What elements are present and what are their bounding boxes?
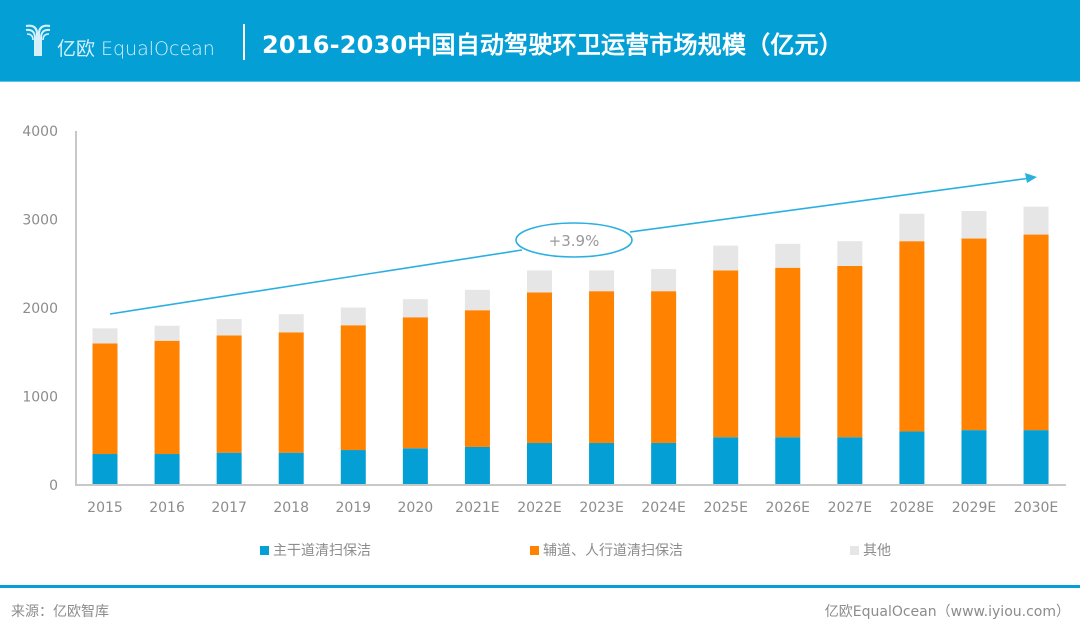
legend-swatch-other bbox=[850, 545, 859, 555]
bar-segment-other bbox=[402, 299, 428, 318]
bar-segment-main-road bbox=[278, 452, 304, 485]
bar-segment-other bbox=[899, 213, 925, 242]
x-tick-label: 2022E bbox=[517, 500, 561, 516]
x-axis: 2015 2016 2017 2018 2019 2020 2021E 2022E 2023E 2… bbox=[75, 484, 1066, 516]
bar-segment-aux-road bbox=[278, 332, 304, 453]
x-tick-label: 2017 bbox=[211, 500, 247, 516]
x-tick-label: 2019 bbox=[335, 500, 371, 516]
bar-segment-other bbox=[1023, 206, 1049, 235]
trend-annotation: +3.9% bbox=[109, 173, 1037, 315]
legend-item-other: 其他 bbox=[850, 540, 891, 560]
bar-segment-aux-road bbox=[216, 335, 242, 453]
y-tick-label: 4000 bbox=[22, 124, 58, 140]
legend-swatch-aux-road bbox=[530, 545, 539, 555]
bar-segment-other bbox=[154, 325, 180, 341]
bar-segment-aux-road bbox=[464, 310, 490, 447]
bar-segment-main-road bbox=[713, 437, 739, 485]
bar-segment-other bbox=[589, 270, 615, 292]
x-tick-label: 2016 bbox=[149, 500, 185, 516]
bar-segment-other bbox=[340, 307, 366, 326]
source-note: 来源：亿欧智库 bbox=[11, 604, 109, 620]
x-tick-label: 2026E bbox=[766, 500, 810, 516]
bar-segment-main-road bbox=[775, 437, 801, 485]
bar-segment-main-road bbox=[526, 442, 552, 485]
arrowhead-icon bbox=[1025, 173, 1037, 183]
legend-label: 其他 bbox=[863, 543, 891, 559]
header-divider bbox=[243, 24, 245, 60]
bar-segment-main-road bbox=[402, 448, 428, 485]
bar-segment-aux-road bbox=[402, 317, 428, 449]
trend-line bbox=[629, 177, 1028, 233]
bar-segment-main-road bbox=[651, 442, 677, 485]
x-tick-label: 2021E bbox=[455, 500, 499, 516]
bar-segment-aux-road bbox=[899, 241, 925, 432]
bar-segment-other bbox=[92, 328, 118, 344]
bar-segment-other bbox=[961, 211, 987, 239]
y-tick-label: 2000 bbox=[22, 301, 58, 317]
y-tick-label: 1000 bbox=[22, 390, 58, 406]
legend-item-aux-road: 辅道、人行道清扫保洁 bbox=[530, 540, 683, 560]
x-tick-label: 2028E bbox=[890, 500, 934, 516]
bar-segment-main-road bbox=[589, 442, 615, 485]
bar-segment-aux-road bbox=[526, 292, 552, 443]
header-banner: 亿欧 EqualOcean 2016-2030中国自动驾驶环卫运营市场规模（亿元… bbox=[0, 0, 1080, 82]
bar-segment-aux-road bbox=[154, 340, 180, 455]
legend-item-main-road: 主干道清扫保洁 bbox=[260, 540, 371, 560]
bar-segment-aux-road bbox=[651, 291, 677, 443]
y-tick-label: 3000 bbox=[22, 213, 58, 229]
bar-segment-main-road bbox=[464, 446, 490, 485]
growth-rate-bubble bbox=[515, 222, 633, 258]
bar-segment-other bbox=[216, 319, 242, 336]
x-tick-label: 2018 bbox=[273, 500, 309, 516]
legend-label: 主干道清扫保洁 bbox=[273, 543, 371, 559]
bar-segment-main-road bbox=[837, 437, 863, 485]
bar-segment-main-road bbox=[154, 454, 180, 485]
bar-segment-main-road bbox=[961, 430, 987, 485]
bar-segment-other bbox=[526, 270, 552, 293]
bar-segment-other bbox=[775, 243, 801, 268]
legend-label: 辅道、人行道清扫保洁 bbox=[543, 543, 683, 559]
x-tick-label: 2015 bbox=[87, 500, 123, 516]
y-axis: 0 1000 2000 3000 4000 bbox=[22, 124, 77, 494]
bar-segment-main-road bbox=[216, 452, 242, 485]
chart-title: 2016-2030中国自动驾驶环卫运营市场规模（亿元） bbox=[262, 31, 843, 59]
bar-segment-aux-road bbox=[589, 291, 615, 443]
x-tick-label: 2025E bbox=[703, 500, 747, 516]
growth-rate-label: +3.9% bbox=[549, 232, 600, 250]
bar-segment-aux-road bbox=[340, 325, 366, 451]
x-tick-label: 2024E bbox=[641, 500, 685, 516]
bar-segment-aux-road bbox=[1023, 234, 1049, 431]
bar-segment-aux-road bbox=[775, 267, 801, 438]
trend-line bbox=[109, 249, 523, 315]
bar-segment-main-road bbox=[92, 454, 118, 485]
legend-swatch-main-road bbox=[260, 545, 269, 555]
logo-text: 亿欧 EqualOcean bbox=[57, 38, 215, 60]
bar-segment-other bbox=[713, 245, 739, 271]
bar-segment-other bbox=[278, 314, 304, 333]
y-tick-label: 0 bbox=[49, 478, 58, 494]
bar-segment-aux-road bbox=[837, 265, 863, 438]
x-tick-label: 2020 bbox=[398, 500, 434, 516]
bar-segment-main-road bbox=[1023, 430, 1049, 485]
x-tick-label: 2027E bbox=[828, 500, 872, 516]
bar-segment-main-road bbox=[899, 431, 925, 485]
bar-segment-aux-road bbox=[713, 270, 739, 438]
bar-segment-aux-road bbox=[961, 238, 987, 431]
bar-segment-other bbox=[464, 289, 490, 311]
credit-note: 亿欧EqualOcean（www.iyiou.com） bbox=[824, 604, 1070, 620]
x-tick-label: 2029E bbox=[952, 500, 996, 516]
equalocean-logo-icon bbox=[25, 24, 51, 56]
bar-segment-main-road bbox=[340, 450, 366, 485]
bars bbox=[92, 206, 1049, 485]
bar-segment-other bbox=[837, 241, 863, 266]
x-tick-label: 2023E bbox=[579, 500, 623, 516]
bar-segment-aux-road bbox=[92, 343, 118, 455]
x-tick-label: 2030E bbox=[1014, 500, 1058, 516]
footer-divider bbox=[0, 585, 1080, 588]
bar-segment-other bbox=[651, 269, 677, 292]
